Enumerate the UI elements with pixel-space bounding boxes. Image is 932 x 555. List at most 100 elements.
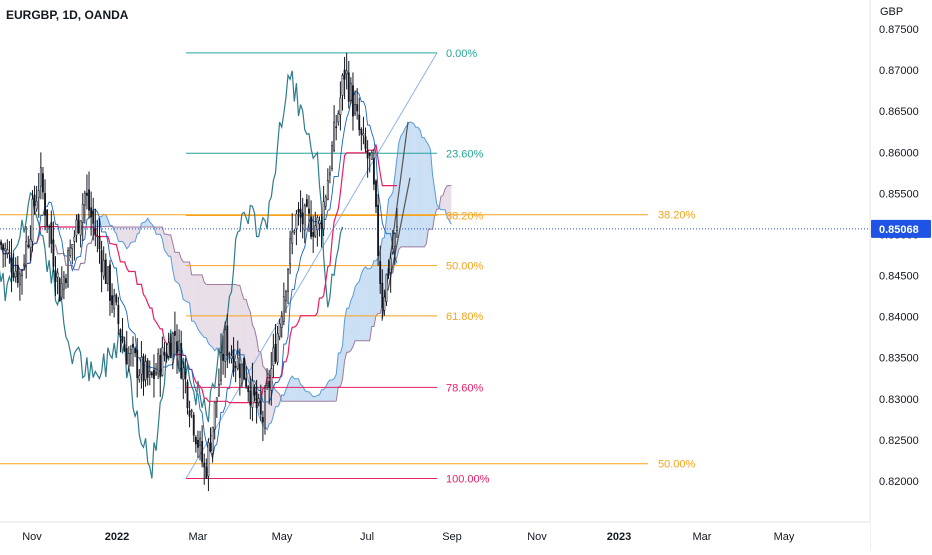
candle-body — [153, 370, 154, 379]
y-tick-label: 0.86500 — [879, 106, 919, 118]
candle-body — [346, 71, 347, 74]
y-tick-label: 0.85500 — [879, 188, 919, 200]
cloud-segment — [361, 269, 363, 341]
candle-body — [7, 250, 8, 254]
candle-body — [70, 248, 71, 256]
candle-body — [57, 273, 58, 277]
candle-body — [114, 296, 115, 309]
candle-body — [151, 373, 152, 375]
candle-body — [191, 411, 192, 412]
cloud-segment — [328, 380, 330, 401]
candle-body — [315, 226, 316, 236]
cloud-segment — [169, 235, 171, 256]
cloud-segment — [424, 138, 426, 247]
y-tick-label: 0.87000 — [879, 65, 919, 77]
x-tick-label: Mar — [693, 531, 712, 543]
cloud-segment — [368, 269, 370, 341]
candle-body — [235, 366, 236, 367]
candle-body — [158, 354, 159, 374]
candle-body — [40, 168, 41, 186]
candle-body — [78, 215, 79, 232]
candle-body — [95, 229, 96, 235]
candle-body — [396, 227, 397, 231]
candle-body — [344, 70, 345, 79]
horizontal-level-label: 50.00% — [658, 459, 696, 471]
candle-body — [386, 274, 387, 301]
cloud-segment — [194, 275, 196, 324]
candle-body — [250, 391, 251, 405]
candle-body — [199, 438, 200, 445]
candle-body — [229, 354, 230, 355]
candle-body — [285, 292, 286, 301]
candle-body — [101, 251, 102, 272]
candle-body — [371, 153, 372, 160]
cloud-segment — [133, 227, 135, 242]
candle-body — [128, 353, 129, 366]
candle-body — [51, 223, 52, 244]
horizontal-lines: 38.20%50.00% — [0, 210, 870, 471]
candle-body — [185, 372, 186, 379]
candle-body — [67, 251, 68, 288]
cloud-segment — [294, 379, 296, 402]
candle-body — [122, 336, 123, 341]
candle-body — [319, 220, 320, 223]
candle-body — [176, 342, 177, 354]
candle-body — [212, 427, 213, 453]
candle-body — [59, 279, 60, 302]
candle-body — [168, 343, 169, 356]
candle-body — [254, 387, 255, 395]
candle-body — [323, 202, 324, 229]
candle-body — [149, 371, 150, 374]
candle-body — [53, 240, 54, 267]
candle-body — [273, 348, 274, 366]
candle-body — [93, 211, 94, 224]
cloud-segment — [330, 380, 332, 401]
candle-body — [0, 242, 1, 245]
candle-body — [225, 330, 226, 362]
candle-body — [145, 361, 146, 379]
candle-body — [189, 411, 190, 416]
candle-body — [239, 364, 240, 378]
candle-body — [394, 233, 395, 246]
candle-body — [208, 442, 209, 476]
x-tick-label: Jul — [360, 531, 374, 543]
cloud-segment — [198, 275, 200, 332]
candle-body — [206, 467, 207, 478]
candle-body — [15, 271, 16, 277]
candle-body — [275, 344, 276, 361]
candle-body — [178, 341, 179, 350]
fib-level-label: 78.60% — [446, 382, 484, 394]
candle-body — [220, 353, 221, 381]
candle-body — [283, 297, 284, 322]
candle-body — [120, 330, 121, 338]
chart-title[interactable]: EURGBP, 1D, OANDA — [6, 8, 128, 22]
candle-body — [256, 392, 257, 408]
cloud-segment — [412, 122, 414, 247]
cloud-segment — [213, 285, 215, 351]
candle-body — [218, 384, 219, 395]
candle-body — [72, 244, 73, 249]
candle-body — [281, 317, 282, 328]
cloud-segment — [206, 284, 208, 343]
candle-body — [170, 343, 171, 358]
cloud-segment — [418, 127, 420, 247]
candle-body — [246, 379, 247, 387]
candle-body — [139, 376, 140, 380]
current-price-label: 0.85068 — [879, 224, 919, 236]
cloud-segment — [338, 353, 340, 387]
cloud-segment — [290, 376, 292, 401]
cloud-segment — [401, 132, 403, 246]
candle-body — [109, 265, 110, 301]
candle-body — [164, 352, 165, 355]
candle-body — [34, 195, 35, 206]
candle-body — [260, 401, 261, 414]
currency-label: GBP — [880, 6, 903, 18]
candle-body — [340, 98, 341, 115]
candle-body — [359, 115, 360, 130]
candle-body — [361, 129, 362, 134]
cloud-segment — [127, 227, 129, 249]
y-tick-label: 0.83500 — [879, 353, 919, 365]
candle-body — [47, 210, 48, 226]
candle-body — [287, 270, 288, 292]
x-tick-label: May — [272, 531, 293, 543]
